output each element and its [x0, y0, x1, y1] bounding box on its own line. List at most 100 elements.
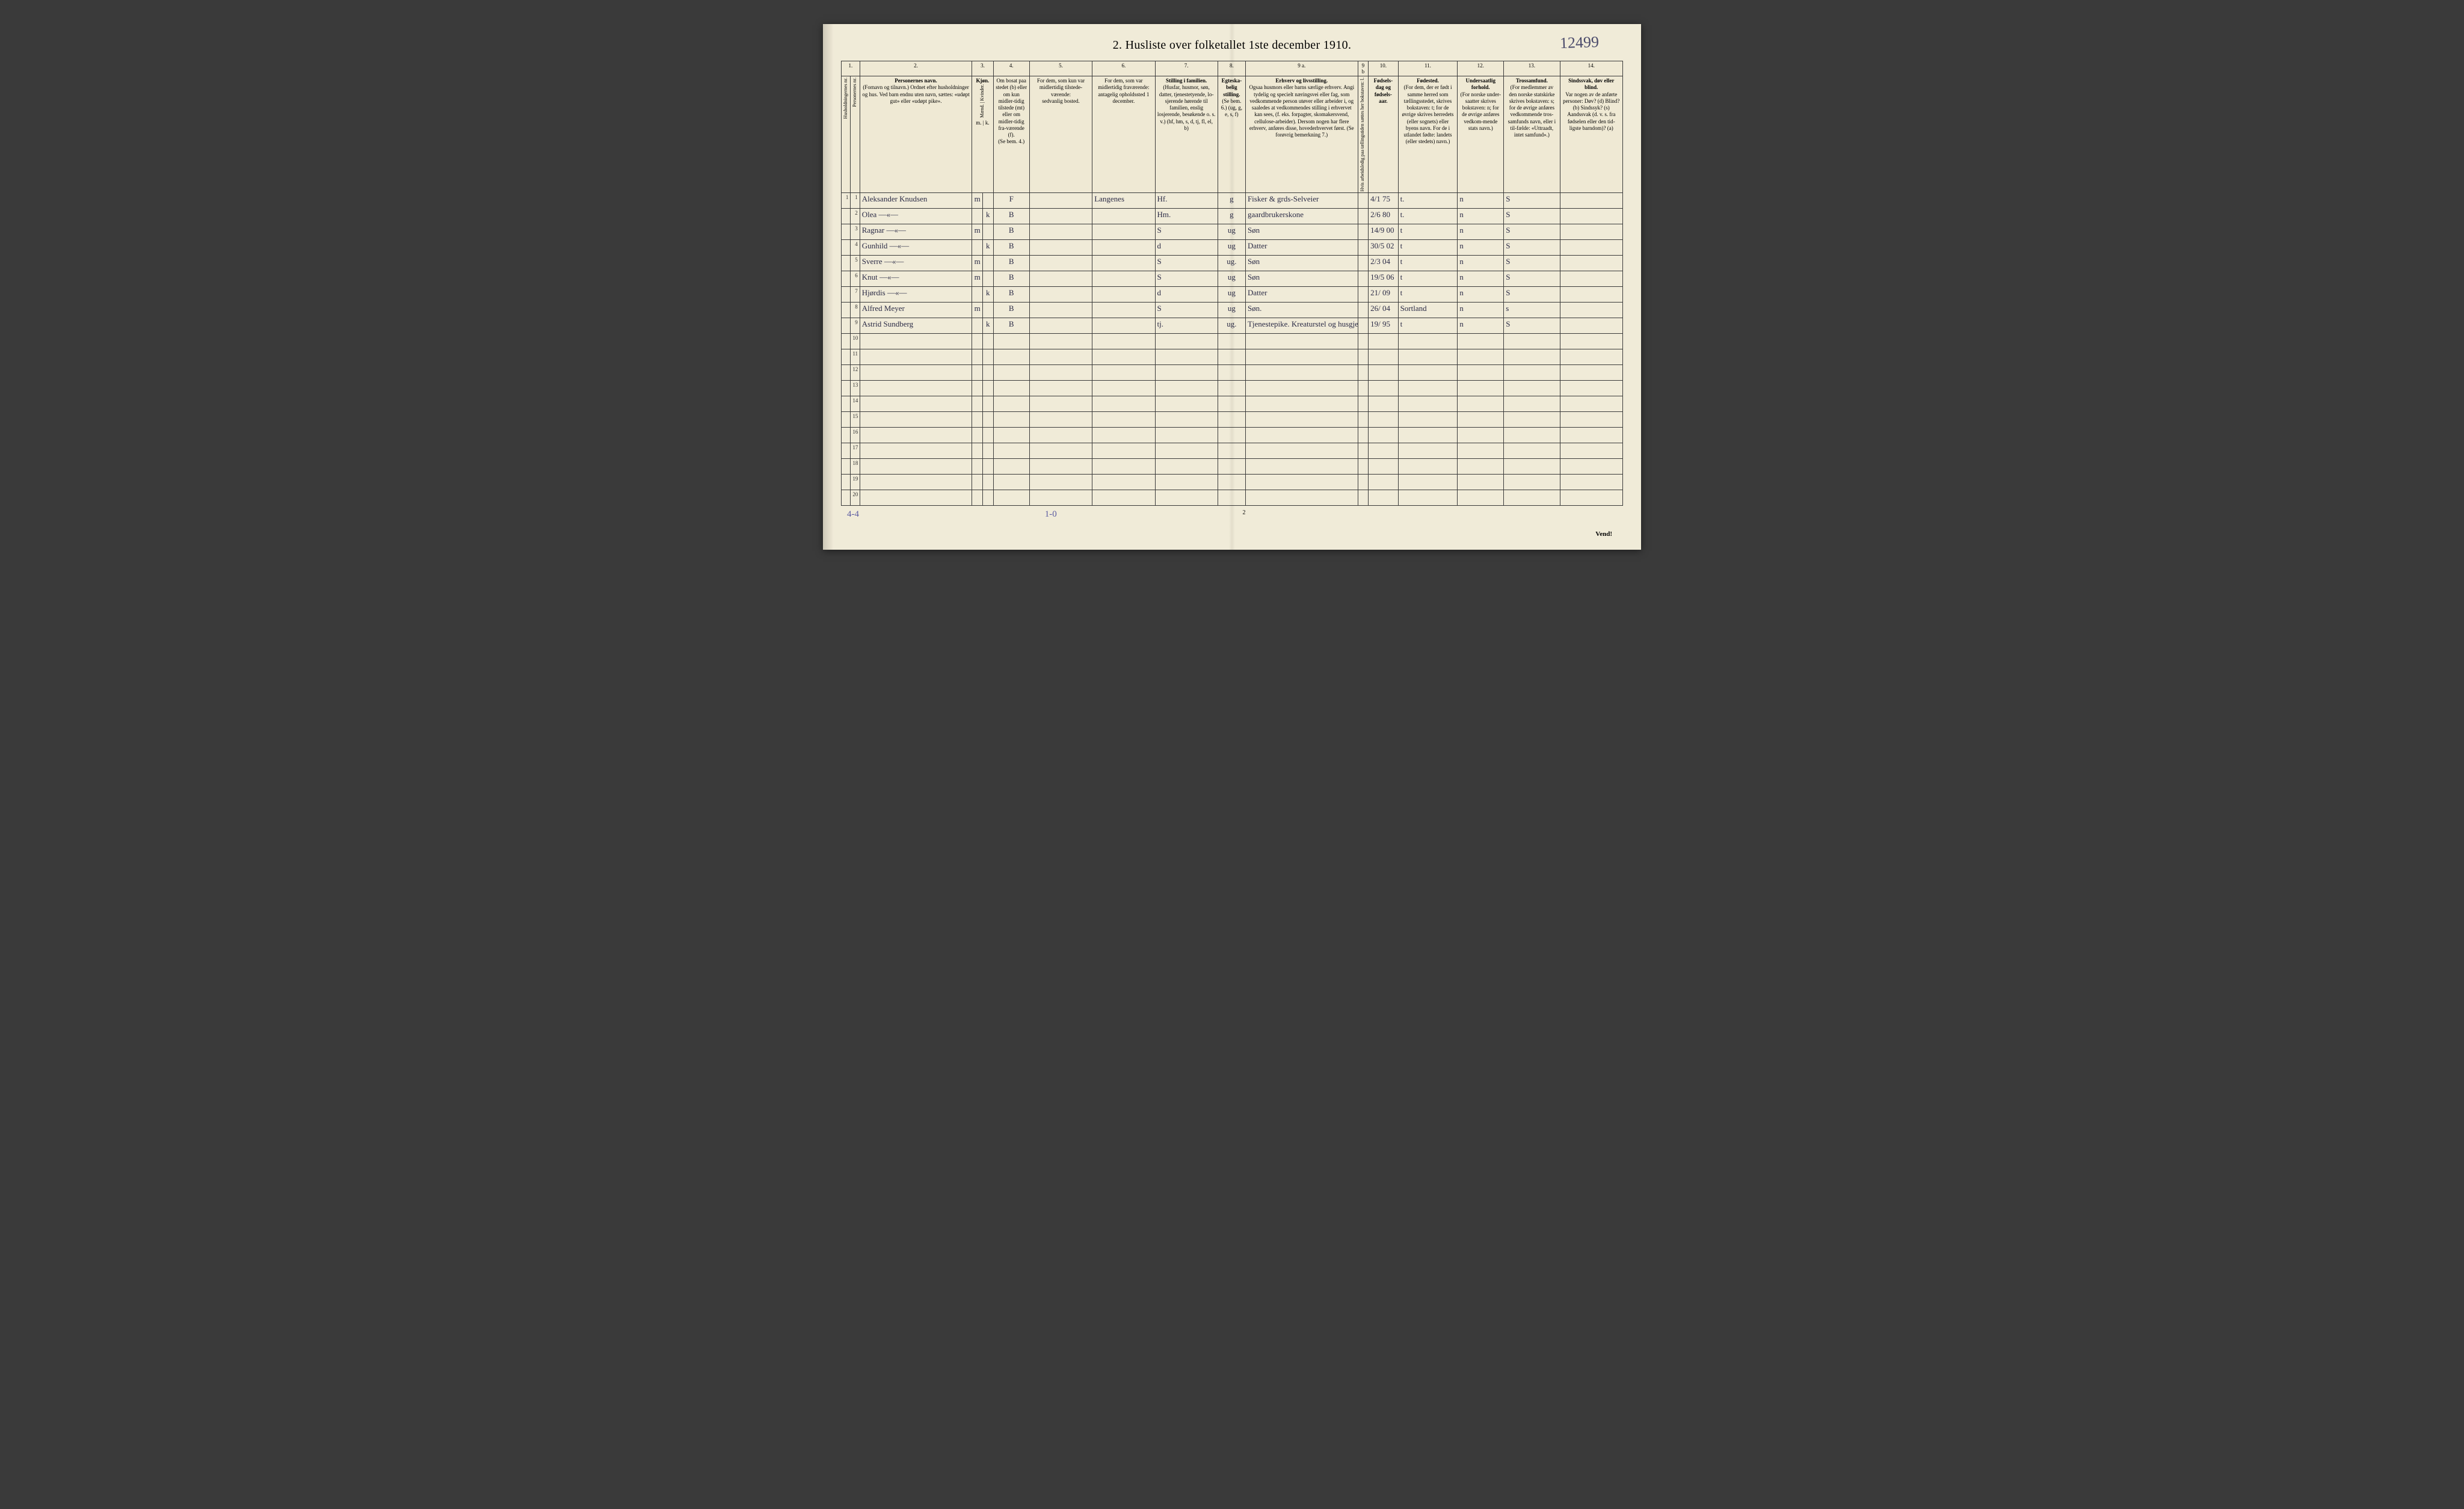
cell-blank — [1245, 459, 1358, 475]
cell-c6: Langenes — [1092, 193, 1155, 209]
cell-pn: 7 — [851, 287, 860, 303]
cell-blank — [993, 459, 1029, 475]
colnum-2: 2. — [860, 61, 972, 76]
cell-c10: 21/ 09 — [1369, 287, 1398, 303]
cell-blank — [993, 475, 1029, 490]
cell-c9a: Søn. — [1245, 303, 1358, 318]
cell-c7: d — [1155, 240, 1218, 256]
cell-blank — [1092, 381, 1155, 396]
cell-k: k — [982, 240, 993, 256]
cell-c7: S — [1155, 303, 1218, 318]
cell-blank — [972, 349, 983, 365]
cell-blank — [1245, 412, 1358, 428]
cell-k — [982, 303, 993, 318]
cell-blank — [1092, 428, 1155, 443]
cell-c7: S — [1155, 256, 1218, 271]
cell-blank — [1245, 334, 1358, 349]
cell-b: B — [993, 271, 1029, 287]
col-1b-header: Personernes nr. — [851, 76, 860, 193]
cell-c14 — [1560, 224, 1622, 240]
cell-c12: n — [1458, 256, 1504, 271]
cell-b: B — [993, 303, 1029, 318]
cell-c12: n — [1458, 318, 1504, 334]
col-3-header: Kjøn. Mænd. | Kvinder. m. | k. — [972, 76, 993, 193]
cell-blank — [1245, 396, 1358, 412]
cell-c5 — [1029, 318, 1092, 334]
cell-blank — [972, 443, 983, 459]
cell-blank — [1398, 412, 1458, 428]
cell-k: k — [982, 209, 993, 224]
cell-c9a: Fisker & grds-Selveier — [1245, 193, 1358, 209]
cell-c7: tj. — [1155, 318, 1218, 334]
cell-blank — [1369, 490, 1398, 506]
cell-blank — [1458, 443, 1504, 459]
cell-blank — [1560, 412, 1622, 428]
cell-blank: 10 — [851, 334, 860, 349]
cell-blank — [860, 490, 972, 506]
cell-c10: 19/ 95 — [1369, 318, 1398, 334]
cell-blank — [972, 475, 983, 490]
cell-b: B — [993, 240, 1029, 256]
col-7-header: Stilling i familien. (Husfar, husmor, sø… — [1155, 76, 1218, 193]
cell-pn: 3 — [851, 224, 860, 240]
cell-blank — [1369, 365, 1398, 381]
cell-blank — [842, 365, 851, 381]
cell-blank — [1458, 334, 1504, 349]
cell-blank — [1369, 381, 1398, 396]
colnum-6: 6. — [1092, 61, 1155, 76]
cell-blank — [982, 490, 993, 506]
cell-blank — [842, 349, 851, 365]
cell-c5 — [1029, 256, 1092, 271]
cell-blank — [842, 490, 851, 506]
cell-blank — [982, 459, 993, 475]
cell-c10: 14/9 00 — [1369, 224, 1398, 240]
cell-c6 — [1092, 224, 1155, 240]
cell-blank — [1458, 381, 1504, 396]
cell-blank — [972, 428, 983, 443]
cell-name: Sverre —«— — [860, 256, 972, 271]
cell-blank — [993, 490, 1029, 506]
cell-c5 — [1029, 224, 1092, 240]
cell-blank: 12 — [851, 365, 860, 381]
cell-blank — [1369, 475, 1398, 490]
cell-blank — [860, 475, 972, 490]
colnum-14: 14. — [1560, 61, 1622, 76]
cell-blank — [1369, 349, 1398, 365]
cell-c6 — [1092, 209, 1155, 224]
cell-c10: 2/3 04 — [1369, 256, 1398, 271]
cell-blank — [993, 443, 1029, 459]
cell-blank — [972, 334, 983, 349]
cell-blank — [1092, 459, 1155, 475]
cell-pn: 8 — [851, 303, 860, 318]
footer-left-hand: 4-4 — [847, 509, 859, 520]
cell-blank — [1369, 334, 1398, 349]
cell-blank — [972, 396, 983, 412]
cell-blank — [1560, 443, 1622, 459]
cell-blank — [1398, 428, 1458, 443]
col-9b-header: Hvis arbeidsledig paa tællingstiden sætt… — [1358, 76, 1369, 193]
cell-blank — [1458, 428, 1504, 443]
cell-c5 — [1029, 303, 1092, 318]
cell-blank — [1369, 428, 1398, 443]
col-9a-header: Erhverv og livsstilling. Ogsaa husmors e… — [1245, 76, 1358, 193]
cell-blank: 17 — [851, 443, 860, 459]
cell-blank — [1358, 412, 1369, 428]
cell-blank — [842, 381, 851, 396]
cell-blank — [1398, 381, 1458, 396]
cell-blank — [1369, 459, 1398, 475]
cell-blank — [982, 381, 993, 396]
colnum-1: 1. — [842, 61, 860, 76]
cell-blank — [972, 381, 983, 396]
cell-blank — [1458, 349, 1504, 365]
cell-c6 — [1092, 271, 1155, 287]
cell-m: m — [972, 303, 983, 318]
cell-c7: Hf. — [1155, 193, 1218, 209]
cell-blank — [1358, 428, 1369, 443]
cell-blank — [1504, 334, 1560, 349]
cell-blank — [1398, 396, 1458, 412]
cell-blank — [1458, 412, 1504, 428]
cell-blank — [860, 459, 972, 475]
col-12-header: Undersaatlig forhold. (For norske under-… — [1458, 76, 1504, 193]
cell-blank — [1504, 428, 1560, 443]
cell-hh — [842, 240, 851, 256]
